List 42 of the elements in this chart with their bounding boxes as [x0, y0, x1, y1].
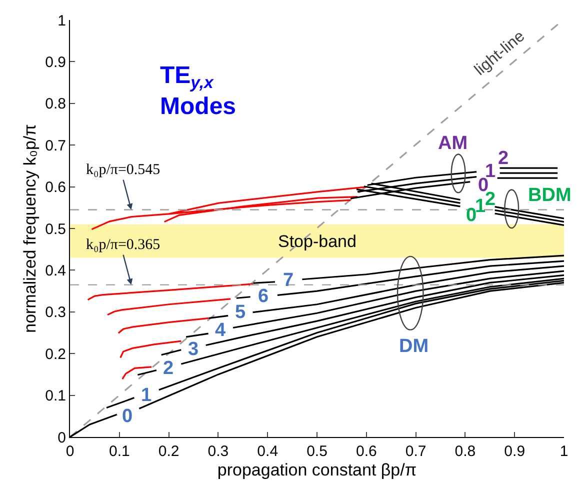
- y-tick-label: 1: [58, 12, 66, 30]
- annotation: BDM: [528, 185, 572, 206]
- y-tick-label: 0.7: [45, 137, 66, 154]
- y-tick-label: 0: [58, 429, 66, 446]
- x-tick-label: 0.6: [356, 443, 377, 460]
- annotation: AM: [438, 133, 468, 154]
- annotation: DM: [399, 336, 429, 357]
- x-tick-label: 0.4: [257, 443, 278, 460]
- x-tick-label: 0.2: [158, 443, 180, 460]
- annotation: 2: [498, 148, 509, 169]
- y-tick-label: 0.3: [45, 304, 66, 322]
- annotation: 2: [163, 358, 174, 379]
- y-tick-label: 0.9: [45, 54, 66, 71]
- x-tick-label: 0.5: [306, 443, 328, 460]
- y-axis-title: normalized frequency k₀p/π: [20, 124, 40, 333]
- annotation: 2: [485, 189, 496, 210]
- annotation: 0: [122, 406, 133, 427]
- annotation: 3: [188, 339, 199, 360]
- text: TE$_{y,x}$ Modes: [160, 62, 236, 120]
- x-tick-label: 0.1: [108, 443, 130, 460]
- annotation: 4: [215, 320, 226, 341]
- y-tick-label: 0.5: [45, 220, 66, 238]
- y-tick-label: 0.2: [45, 346, 66, 363]
- x-tick-label: 1: [560, 443, 568, 460]
- annotation: 1: [141, 385, 152, 406]
- y-tick-label: 0.1: [45, 388, 66, 405]
- y-tick-label: 0.6: [45, 179, 66, 196]
- y-tick-label: 0.8: [45, 96, 66, 113]
- band-label: Stop-band: [278, 232, 356, 251]
- ref-line-label: k₀p/π=0.365: [86, 237, 160, 253]
- annotation: 7: [283, 270, 294, 291]
- annotation: 0: [466, 205, 477, 226]
- x-tick-label: 0.7: [405, 443, 426, 460]
- x-axis-title: propagation constant βp/π: [217, 460, 417, 480]
- x-tick-label: 0.8: [454, 443, 476, 460]
- annotation: 6: [258, 286, 269, 307]
- ref-line-label: k₀p/π=0.545: [86, 162, 160, 178]
- y-tick-label: 0.4: [45, 262, 66, 280]
- x-tick-label: 0.3: [208, 443, 229, 460]
- annotation: 5: [235, 302, 246, 323]
- x-tick-label: 0.9: [504, 443, 526, 460]
- annotation: 1: [475, 196, 486, 217]
